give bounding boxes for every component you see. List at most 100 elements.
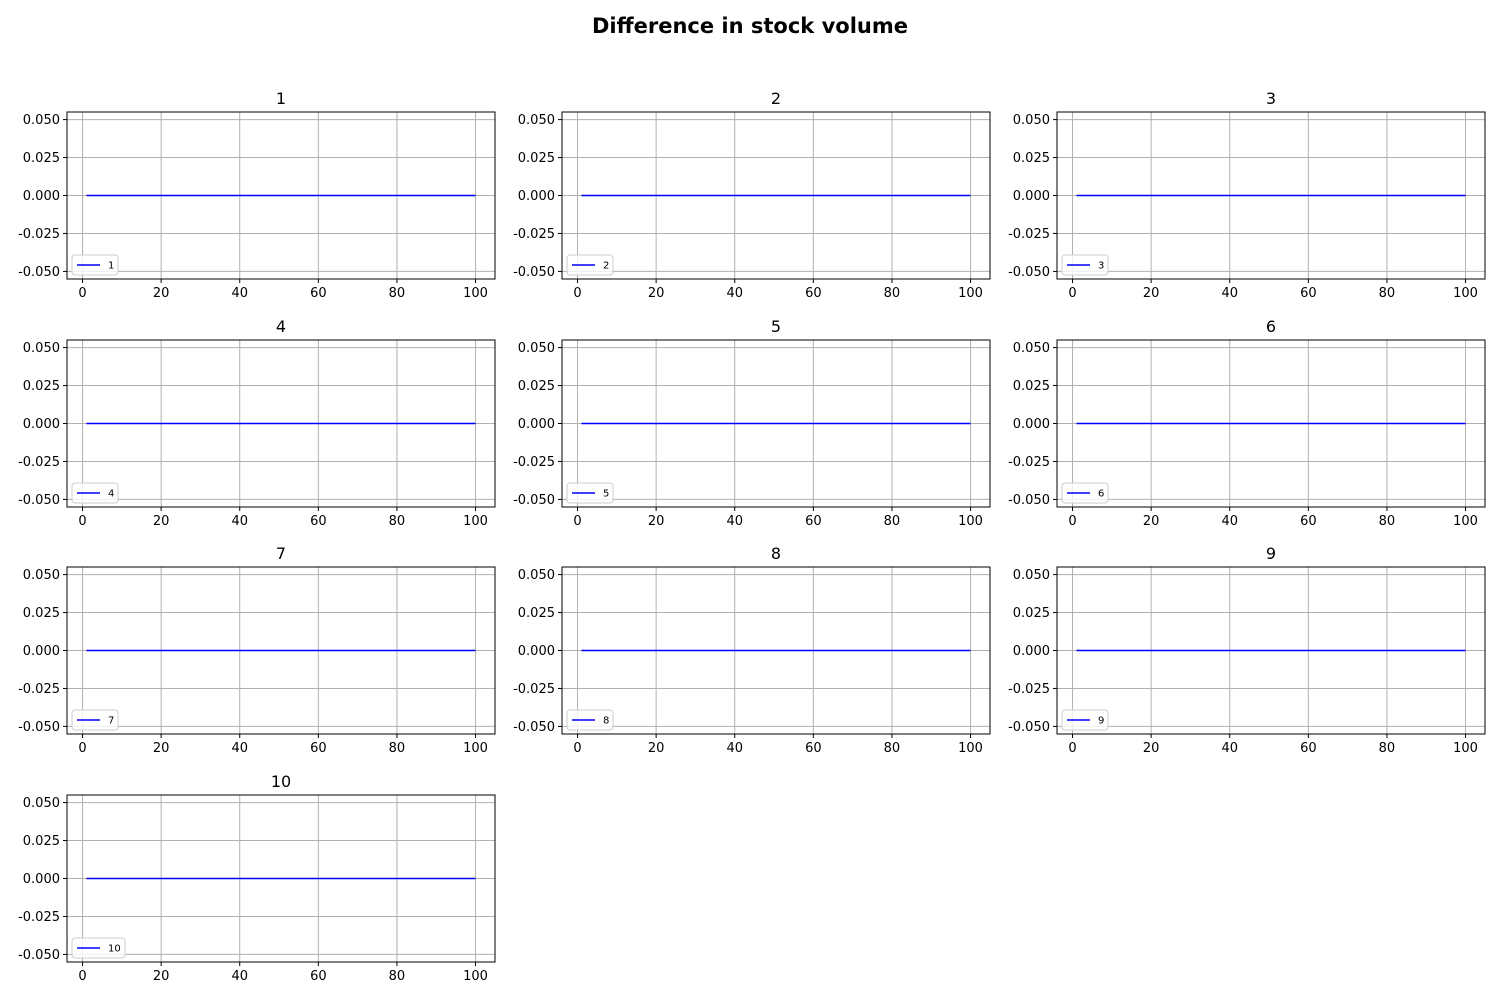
- x-tick-label: 100: [958, 741, 983, 756]
- axes-frame: [1056, 339, 1486, 508]
- y-tick-label: 0.000: [23, 644, 60, 659]
- x-tick-label: 40: [726, 741, 743, 756]
- y-tick-label: 0.000: [23, 872, 60, 887]
- x-tick-label: 100: [958, 286, 983, 301]
- x-tick-label: 20: [648, 514, 665, 529]
- x-tick-label: 0: [573, 286, 581, 301]
- x-tick-label: 20: [153, 741, 170, 756]
- subplot-7: 0 20 40 60 80 100 0.050 0.025 0.000 -0.025 -0.050 7…: [18, 544, 496, 756]
- y-tick-label: 0.000: [518, 417, 555, 432]
- axes-frame: [561, 339, 991, 508]
- legend-label: 1: [108, 261, 114, 272]
- y-tick-label: 0.000: [518, 644, 555, 659]
- subplot-4: 0 20 40 60 80 100 0.050 0.025 0.000 -0.025 -0.050 4…: [18, 317, 496, 529]
- y-tick-label: 0.050: [1013, 568, 1050, 583]
- x-tick-label: 100: [958, 514, 983, 529]
- x-tick-label: 60: [1300, 286, 1317, 301]
- x-tick-label: 80: [389, 741, 406, 756]
- x-tick-label: 80: [884, 514, 901, 529]
- x-tick-label: 60: [310, 741, 327, 756]
- axes-frame: [66, 566, 496, 735]
- subplot-3: 0 20 40 60 80 100 0.050 0.025 0.000 -0.025 -0.050 3…: [1008, 89, 1486, 301]
- x-tick-label: 0: [78, 514, 86, 529]
- y-tick-label: 0.050: [23, 341, 60, 356]
- y-tick-label: -0.050: [513, 720, 555, 735]
- x-tick-label: 100: [463, 969, 488, 984]
- subplot-2: 0 20 40 60 80 100 0.050 0.025 0.000 -0.025 -0.050 2…: [513, 89, 991, 301]
- x-tick-label: 20: [1143, 514, 1160, 529]
- legend-label: 3: [1098, 261, 1104, 272]
- y-tick-label: 0.000: [1013, 644, 1050, 659]
- axes-frame: [66, 111, 496, 280]
- y-tick-label: -0.025: [1008, 455, 1050, 470]
- x-tick-label: 0: [78, 741, 86, 756]
- legend-label: 4: [108, 489, 114, 500]
- y-tick-label: 0.025: [518, 151, 555, 166]
- axes-frame: [66, 794, 496, 963]
- axes-frame: [66, 339, 496, 508]
- legend-label: 9: [1098, 716, 1104, 727]
- subplot-title: 3: [1266, 89, 1276, 108]
- x-tick-label: 100: [1453, 514, 1478, 529]
- x-tick-label: 80: [884, 286, 901, 301]
- y-tick-label: -0.025: [18, 682, 60, 697]
- x-tick-label: 40: [726, 514, 743, 529]
- x-tick-label: 60: [805, 741, 822, 756]
- legend-label: 10: [108, 944, 121, 955]
- x-tick-label: 100: [1453, 741, 1478, 756]
- subplot-title: 2: [771, 89, 781, 108]
- y-tick-label: -0.025: [513, 682, 555, 697]
- axes-frame: [1056, 566, 1486, 735]
- x-tick-label: 60: [1300, 741, 1317, 756]
- y-tick-label: 0.025: [23, 606, 60, 621]
- legend: 5: [566, 482, 614, 504]
- subplot-title: 10: [271, 772, 291, 791]
- x-tick-label: 80: [389, 969, 406, 984]
- y-tick-label: 0.025: [23, 151, 60, 166]
- y-tick-label: 0.025: [1013, 151, 1050, 166]
- x-tick-label: 40: [231, 969, 248, 984]
- legend: 3: [1061, 254, 1109, 276]
- subplot-title: 4: [276, 317, 286, 336]
- y-tick-label: -0.025: [18, 910, 60, 925]
- subplot-title: 6: [1266, 317, 1276, 336]
- x-tick-label: 80: [1379, 514, 1396, 529]
- y-tick-label: -0.025: [1008, 227, 1050, 242]
- y-tick-label: 0.050: [23, 796, 60, 811]
- x-tick-label: 80: [389, 514, 406, 529]
- y-tick-label: -0.050: [1008, 493, 1050, 508]
- x-tick-label: 0: [1068, 286, 1076, 301]
- x-tick-label: 100: [463, 741, 488, 756]
- x-tick-label: 40: [231, 741, 248, 756]
- subplot-10: 0 20 40 60 80 100 0.050 0.025 0.000 -0.025 -0.050 1…: [18, 772, 496, 984]
- legend-label: 6: [1098, 489, 1104, 500]
- y-tick-label: -0.025: [18, 455, 60, 470]
- legend: 8: [566, 709, 614, 731]
- legend-label: 5: [603, 489, 609, 500]
- axes-frame: [561, 111, 991, 280]
- subplot-title: 9: [1266, 544, 1276, 563]
- x-tick-label: 20: [648, 286, 665, 301]
- y-tick-label: 0.025: [518, 606, 555, 621]
- y-tick-label: 0.000: [1013, 417, 1050, 432]
- y-tick-label: -0.025: [18, 227, 60, 242]
- y-tick-label: 0.050: [518, 341, 555, 356]
- x-tick-label: 60: [310, 286, 327, 301]
- x-tick-label: 0: [1068, 514, 1076, 529]
- y-tick-label: -0.050: [18, 948, 60, 963]
- legend: 7: [71, 709, 119, 731]
- y-tick-label: -0.050: [18, 265, 60, 280]
- subplot-5: 0 20 40 60 80 100 0.050 0.025 0.000 -0.025 -0.050 5…: [513, 317, 991, 529]
- axes-frame: [561, 566, 991, 735]
- axes-frame: [1056, 111, 1486, 280]
- legend-label: 7: [108, 716, 114, 727]
- x-tick-label: 40: [231, 286, 248, 301]
- x-tick-label: 0: [573, 514, 581, 529]
- x-tick-label: 0: [573, 741, 581, 756]
- y-tick-label: 0.025: [518, 379, 555, 394]
- legend: 4: [71, 482, 119, 504]
- x-tick-label: 60: [310, 514, 327, 529]
- x-tick-label: 80: [389, 286, 406, 301]
- subplot-6: 0 20 40 60 80 100 0.050 0.025 0.000 -0.025 -0.050 6…: [1008, 317, 1486, 529]
- x-tick-label: 60: [805, 286, 822, 301]
